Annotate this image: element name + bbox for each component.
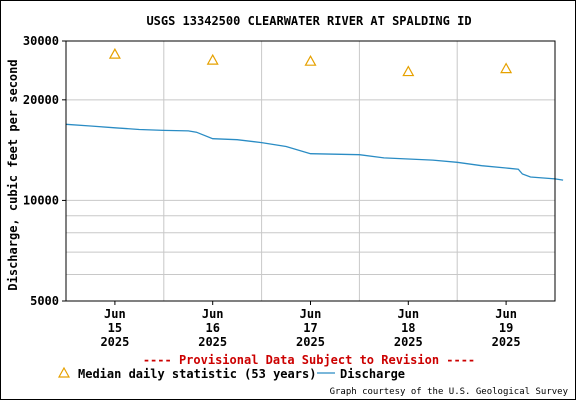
y-tick-label: 30000 — [23, 34, 59, 48]
median-marker-triangle — [500, 62, 513, 74]
x-tick-label: 2025 — [296, 335, 325, 349]
x-tick-label: Jun — [202, 307, 224, 321]
x-tick-label: 15 — [108, 321, 122, 335]
chart-title: USGS 13342500 CLEARWATER RIVER AT SPALDI… — [146, 14, 471, 28]
provisional-note: ---- Provisional Data Subject to Revisio… — [143, 353, 475, 367]
x-tick-label: 2025 — [198, 335, 227, 349]
grid-lines — [66, 40, 555, 302]
median-marker-triangle — [206, 53, 219, 65]
legend-median-triangle-icon — [57, 366, 71, 378]
discharge-line — [65, 123, 564, 181]
plot-frame — [65, 40, 556, 302]
legend-median-label: Median daily statistic (53 years) — [78, 367, 316, 381]
x-tick-label: Jun — [495, 307, 517, 321]
x-tick-label: 2025 — [100, 335, 129, 349]
x-tick-label: 18 — [401, 321, 415, 335]
x-tick-label: Jun — [397, 307, 419, 321]
x-tick-label: 16 — [205, 321, 219, 335]
credit-text: Graph courtesy of the U.S. Geological Su… — [330, 387, 569, 397]
x-tick-label: Jun — [300, 307, 322, 321]
series-layer — [65, 47, 564, 181]
x-tick-label: Jun — [104, 307, 126, 321]
median-marker-triangle — [108, 47, 121, 59]
y-tick-label: 5000 — [30, 294, 59, 308]
y-axis-label: Discharge, cubic feet per second — [6, 59, 20, 290]
y-tick-label: 20000 — [23, 93, 59, 107]
x-tick-label: 2025 — [492, 335, 521, 349]
legend: Median daily statistic (53 years) Discha… — [57, 366, 405, 381]
x-tick-label: 2025 — [394, 335, 423, 349]
x-tick-label: 19 — [499, 321, 513, 335]
legend-discharge-label: Discharge — [340, 367, 405, 381]
median-marker-triangle — [402, 65, 415, 77]
y-tick-label: 10000 — [23, 193, 59, 207]
x-tick-label: 17 — [303, 321, 317, 335]
median-marker-triangle — [304, 54, 317, 66]
axis-ticks: 5000100002000030000Jun152025Jun162025Jun… — [23, 34, 521, 349]
